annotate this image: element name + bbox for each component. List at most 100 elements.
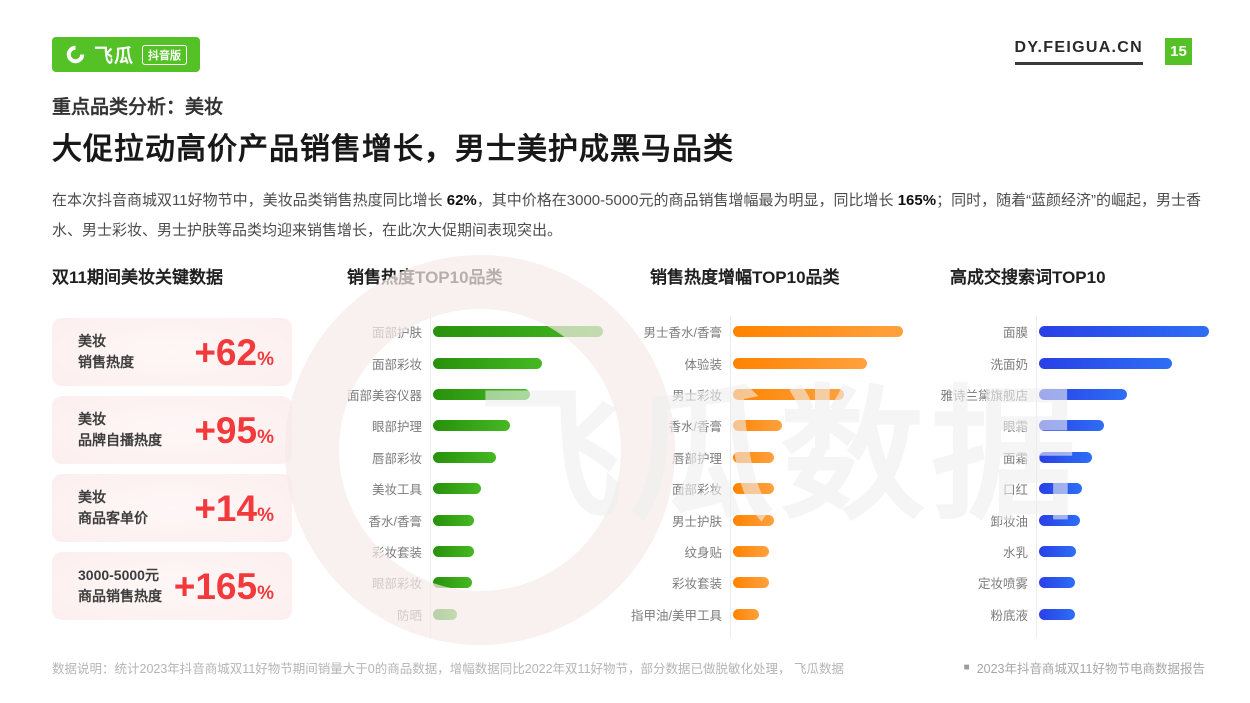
bar-track <box>430 326 640 338</box>
card-value: +165% <box>174 568 274 605</box>
bar <box>733 451 774 463</box>
bar-row: 面部彩妆 <box>330 347 640 378</box>
bar-category-label: 面部护肤 <box>371 326 422 341</box>
bar <box>733 577 769 589</box>
bar-category-label: 彩妆套装 <box>671 577 722 592</box>
bar-row: 唇部护理 <box>630 442 940 473</box>
bar <box>433 326 603 338</box>
bar <box>733 420 783 432</box>
bar-chart-sales-heat: 面部护肤 面部彩妆 面部美容仪器 眼部护理 唇部彩妆 美妆工具 香水/香膏 彩妆套装 眼部彩妆防… <box>330 316 640 638</box>
bar-track <box>1036 420 1246 432</box>
card-label: 3000-5000元 商品销售热度 <box>78 565 162 607</box>
bar <box>1039 483 1082 495</box>
logo-brand-text: 飞瓜 <box>94 46 135 67</box>
bar-track <box>430 483 640 495</box>
key-data-card: 美妆 销售热度 +62% <box>52 318 292 386</box>
bar-track <box>430 545 640 557</box>
bar-track <box>730 483 940 495</box>
bar-track <box>1036 451 1246 463</box>
bar <box>433 577 473 589</box>
key-data-card: 3000-5000元 商品销售热度 +165% <box>52 552 292 620</box>
bar-category-label: 眼霜 <box>1002 420 1028 435</box>
bar-track <box>1036 545 1246 557</box>
card-label-line2: 品牌自播热度 <box>78 432 162 448</box>
chart-title-search-terms: 高成交搜索词TOP10 <box>950 268 1106 287</box>
chart-axis-line <box>1036 316 1037 638</box>
bar-chart-heat-growth: 男士香水/香膏体验装 男士彩妆 香水/香膏 唇部护理 面部彩妆男士护肤纹身贴彩妆套装指甲… <box>630 316 940 638</box>
bar-row: 体验装 <box>630 347 940 378</box>
card-value-number: +95 <box>194 409 258 451</box>
bar <box>733 514 774 526</box>
bar-row: 男士香水/香膏 <box>630 316 940 347</box>
bar-category-label: 彩妆套装 <box>371 545 422 560</box>
bar-category-label: 面部彩妆 <box>371 357 422 372</box>
bar-row: 香水/香膏 <box>330 504 640 535</box>
bar-category-label: 指甲油/美甲工具 <box>631 608 722 623</box>
bar-row: 纹身贴 <box>630 536 940 567</box>
bar <box>733 483 774 495</box>
site-link[interactable]: DY.FEIGUA.CN <box>1014 39 1143 65</box>
bar-category-label: 水乳 <box>1002 545 1028 560</box>
bar-track <box>730 326 940 338</box>
key-data-cards: 美妆 销售热度 +62% 美妆 品牌自播热度 +95% 美妆 商品客单价 +14… <box>52 318 292 630</box>
bar-row: 面部美容仪器 <box>330 379 640 410</box>
bar-track <box>730 388 940 400</box>
feigua-logo: 飞瓜 抖音版 <box>52 37 201 72</box>
bar <box>433 608 457 620</box>
bar-row: 面部彩妆 <box>630 473 940 504</box>
feigua-melon-icon <box>66 45 85 64</box>
bar-track <box>1036 577 1246 589</box>
bar <box>733 326 903 338</box>
bar-category-label: 卸妆油 <box>990 514 1028 529</box>
bar-track <box>430 451 640 463</box>
bar-category-label: 面部美容仪器 <box>346 388 422 403</box>
square-bullet-icon: ■ <box>963 661 970 673</box>
bar-row: 防晒 <box>330 599 640 630</box>
intro-part2: ，其中价格在3000-5000元的商品销售增幅最为明显，同比增长 <box>476 192 898 209</box>
bar-category-label: 美妆工具 <box>371 483 422 498</box>
bar-row: 男士彩妆 <box>630 379 940 410</box>
chart-title-heat-growth: 销售热度增幅TOP10品类 <box>650 268 840 287</box>
bar-track <box>430 514 640 526</box>
bar-row: 定妆喷雾 <box>936 567 1246 598</box>
bar-track <box>730 357 940 369</box>
chart-axis-line <box>730 316 731 638</box>
header-right: DY.FEIGUA.CN 15 <box>1014 38 1192 65</box>
bar-track <box>730 451 940 463</box>
bar <box>1039 608 1075 620</box>
card-label-line2: 商品销售热度 <box>78 588 162 604</box>
bar <box>433 388 530 400</box>
card-label: 美妆 销售热度 <box>78 331 134 373</box>
bar <box>1039 420 1104 432</box>
bar-category-label: 眼部彩妆 <box>371 577 422 592</box>
chart-title-sales-heat: 销售热度TOP10品类 <box>347 268 503 287</box>
card-value-unit: % <box>257 504 274 526</box>
bar-track <box>1036 357 1246 369</box>
bar-chart-search-terms: 面膜 洗面奶 雅诗兰黛旗舰店 眼霜 面霜 口红 卸妆油 水乳 定妆喷雾 粉底液 <box>936 316 1246 638</box>
card-label-line1: 美妆 <box>78 489 106 505</box>
bar-row: 雅诗兰黛旗舰店 <box>936 379 1246 410</box>
bar-track <box>730 420 940 432</box>
card-value: +62% <box>194 334 274 371</box>
bar <box>733 608 759 620</box>
bar <box>1039 388 1128 400</box>
bar-row: 眼霜 <box>936 410 1246 441</box>
bar-row: 香水/香膏 <box>630 410 940 441</box>
footer-data-note: 数据说明：统计2023年抖音商城双11好物节期间销量大于0的商品数据，增幅数据同… <box>52 662 844 676</box>
bar-track <box>730 608 940 620</box>
bar-track <box>1036 608 1246 620</box>
bar-row: 面霜 <box>936 442 1246 473</box>
bar <box>1039 514 1080 526</box>
bar-track <box>730 514 940 526</box>
card-value-number: +14 <box>194 487 258 529</box>
bar-track <box>430 388 640 400</box>
bar-track <box>1036 514 1246 526</box>
bar <box>433 545 474 557</box>
bar-category-label: 男士护肤 <box>671 514 722 529</box>
bar-row: 粉底液 <box>936 599 1246 630</box>
bar-track <box>1036 326 1246 338</box>
page-number-badge: 15 <box>1165 38 1192 65</box>
bar-category-label: 男士香水/香膏 <box>643 326 722 341</box>
bar-category-label: 纹身贴 <box>684 545 722 560</box>
